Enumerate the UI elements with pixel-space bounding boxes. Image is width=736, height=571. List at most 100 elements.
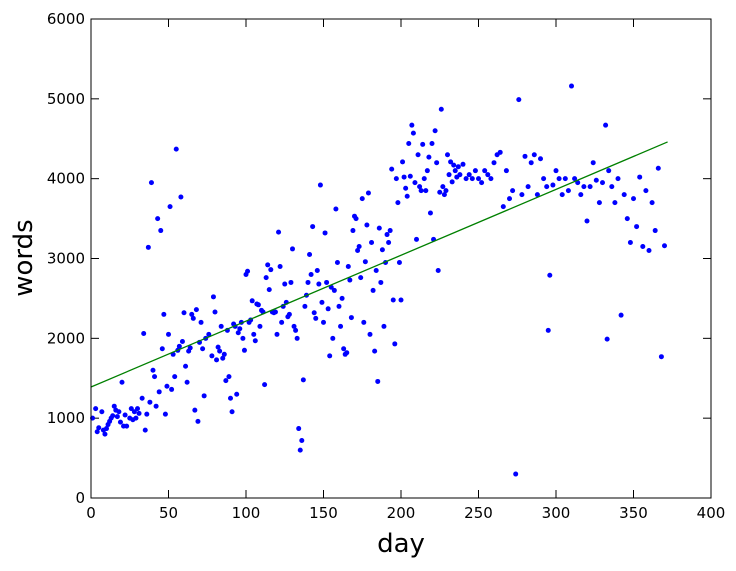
point (209, 353, 215, 359)
point (441, 192, 447, 198)
point (393, 176, 399, 182)
point (347, 277, 353, 283)
point (356, 244, 362, 250)
point (446, 172, 452, 178)
point (510, 188, 516, 194)
point (534, 192, 540, 198)
point (547, 272, 553, 278)
point (424, 168, 430, 174)
point (183, 363, 189, 369)
plot-frame (90, 18, 712, 499)
point (153, 403, 159, 409)
y-tick-label: 0 (75, 489, 85, 507)
point (136, 410, 142, 416)
point (389, 166, 395, 172)
point (476, 176, 481, 182)
point (310, 224, 316, 230)
point (345, 263, 351, 269)
point (472, 168, 478, 174)
point (96, 425, 102, 431)
point (172, 374, 178, 380)
point (161, 311, 167, 317)
point (102, 431, 108, 437)
point (291, 323, 297, 329)
point (279, 319, 285, 325)
point (341, 346, 347, 352)
point (293, 327, 299, 333)
point (162, 411, 168, 417)
point (296, 426, 302, 432)
point (305, 279, 311, 285)
point (210, 294, 216, 300)
point (403, 185, 409, 191)
point (603, 122, 609, 128)
point (572, 176, 578, 182)
point (195, 418, 201, 424)
point (376, 225, 382, 231)
point (451, 162, 457, 168)
point (373, 267, 379, 273)
point (338, 323, 344, 329)
point (155, 216, 161, 222)
point (249, 298, 255, 304)
point (93, 406, 99, 412)
point (190, 315, 196, 321)
point (122, 412, 128, 418)
point (166, 331, 171, 337)
point (612, 200, 618, 206)
point (593, 177, 599, 183)
point (406, 141, 412, 147)
point (545, 327, 551, 333)
point (302, 303, 308, 309)
point (658, 354, 664, 360)
point (503, 168, 509, 174)
point (169, 386, 175, 392)
x-tick-label: 400 (697, 504, 726, 522)
point (362, 259, 368, 265)
point (395, 200, 401, 206)
point (265, 262, 271, 268)
point (581, 184, 587, 190)
point (198, 319, 204, 325)
point (525, 184, 531, 190)
point (421, 176, 427, 182)
point (181, 310, 187, 316)
point (263, 275, 269, 281)
point (324, 279, 330, 285)
point (407, 173, 413, 179)
point (262, 382, 268, 388)
point (390, 297, 396, 303)
point (578, 192, 584, 198)
point (325, 306, 331, 312)
point (559, 192, 565, 198)
point (330, 335, 336, 341)
point (386, 240, 392, 246)
point (201, 393, 207, 399)
point (384, 232, 390, 238)
point (297, 447, 303, 453)
point (221, 351, 227, 357)
point (440, 184, 446, 190)
y-tick-label: 4000 (47, 170, 85, 188)
point (124, 423, 130, 429)
point (307, 252, 313, 258)
point (139, 395, 145, 401)
point (135, 406, 140, 412)
point (528, 160, 534, 166)
point (110, 413, 116, 419)
point (618, 312, 624, 318)
point (457, 172, 463, 178)
point (621, 192, 627, 198)
point (251, 331, 257, 337)
point (596, 200, 602, 206)
x-tick-label: 50 (159, 504, 178, 522)
y-tick-label: 5000 (47, 90, 85, 108)
point (164, 383, 170, 389)
point (369, 240, 375, 246)
point (317, 182, 323, 188)
point (624, 216, 630, 222)
point (367, 331, 373, 337)
point (513, 471, 519, 477)
